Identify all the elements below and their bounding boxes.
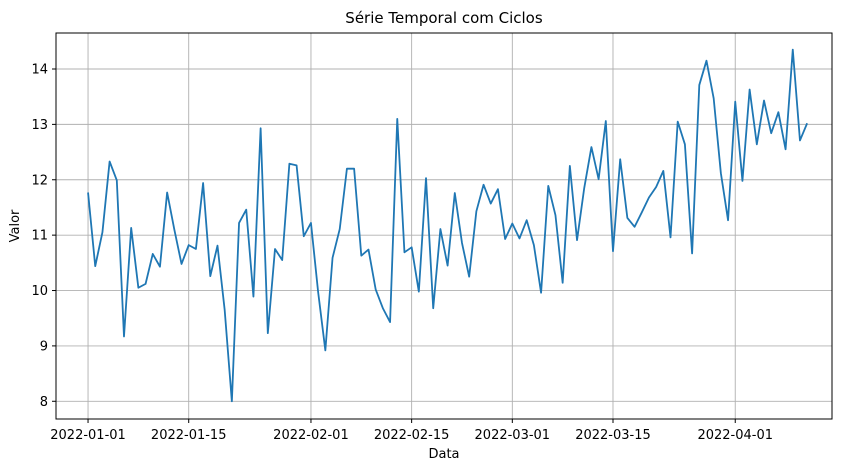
- x-axis: 2022-01-01 2022-01-15 2022-02-01 2022-02-15…: [50, 419, 773, 443]
- x-tick-label: 2022-02-15: [374, 428, 450, 443]
- y-tick-label: 10: [31, 284, 48, 299]
- y-tick-label: 13: [31, 118, 48, 133]
- y-tick-label: 9: [40, 339, 48, 354]
- y-tick-label: 12: [31, 173, 48, 188]
- y-tick-label: 11: [31, 229, 48, 244]
- x-tick-label: 2022-04-01: [697, 428, 773, 443]
- y-tick-label: 8: [40, 395, 48, 410]
- y-axis: 8 9 10 11 12 13 14: [31, 62, 56, 410]
- x-tick-label: 2022-03-15: [575, 428, 651, 443]
- chart-title: Série Temporal com Ciclos: [345, 9, 543, 27]
- x-axis-label: Data: [428, 447, 459, 462]
- y-tick-label: 14: [31, 62, 48, 77]
- y-axis-label: Valor: [8, 209, 23, 242]
- x-tick-label: 2022-01-01: [50, 428, 126, 443]
- x-tick-label: 2022-02-01: [273, 428, 349, 443]
- series-line: [87, 48, 808, 403]
- series-layer: [87, 48, 808, 403]
- plot-frame: [55, 32, 833, 420]
- x-tick-label: 2022-03-01: [475, 428, 551, 443]
- x-tick-label: 2022-01-15: [151, 428, 227, 443]
